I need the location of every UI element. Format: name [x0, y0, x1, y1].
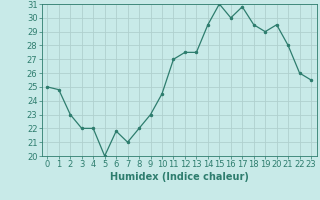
X-axis label: Humidex (Indice chaleur): Humidex (Indice chaleur)	[110, 172, 249, 182]
